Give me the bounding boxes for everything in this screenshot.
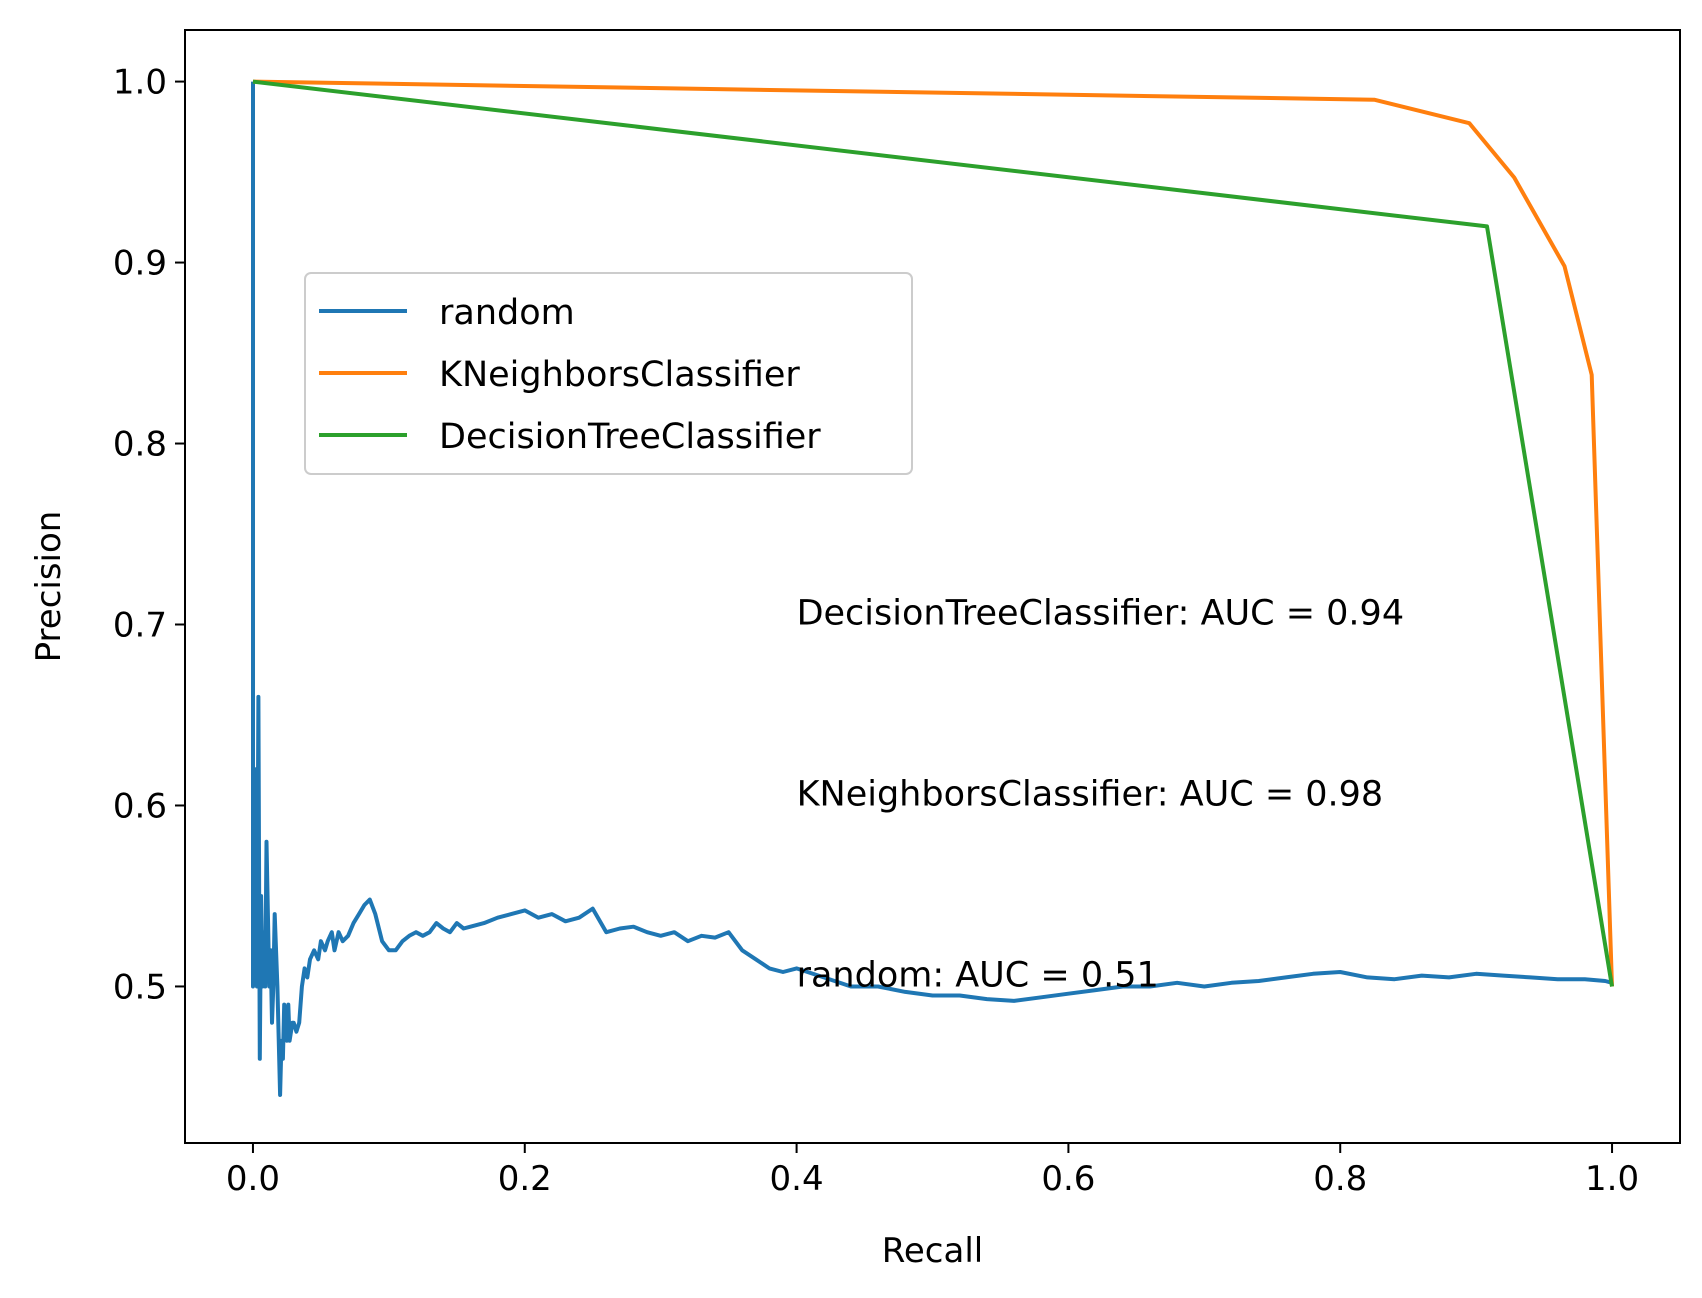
y-tick-label: 0.6 (113, 786, 167, 826)
x-axis: 0.0 0.2 0.4 0.6 0.8 1.0 (226, 1143, 1639, 1199)
x-tick-label: 0.0 (226, 1159, 280, 1199)
x-tick-label: 0.4 (770, 1159, 824, 1199)
y-tick-label: 0.9 (113, 244, 167, 284)
y-tick-label: 0.5 (113, 967, 167, 1007)
series-line-DecisionTreeClassifier (252, 79, 1614, 987)
x-axis-label: Recall (882, 1231, 983, 1271)
y-tick-label: 1.0 (113, 63, 167, 103)
x-tick-label: 0.2 (498, 1159, 552, 1199)
series-layer (251, 79, 1614, 1097)
y-tick-label: 0.7 (113, 606, 167, 646)
legend-label: DecisionTreeClassifier (439, 417, 821, 457)
y-axis-label: Precision (29, 511, 69, 663)
x-tick-label: 1.0 (1585, 1159, 1639, 1199)
y-tick-label: 0.8 (113, 425, 167, 465)
auc-annotation: random: AUC = 0.51 (797, 955, 1159, 995)
plot-frame (184, 29, 1681, 1144)
legend-label: random (439, 293, 575, 333)
legend-box (304, 272, 913, 475)
y-axis: 0.5 0.6 0.7 0.8 0.9 1.0 (113, 63, 185, 1007)
annotation-layer: DecisionTreeClassifier: AUC = 0.94 KNeigh… (797, 594, 1405, 996)
legend-label: KNeighborsClassifier (439, 355, 800, 395)
legend: random KNeighborsClassifier DecisionTreeCl… (304, 272, 913, 475)
x-tick-label: 0.6 (1041, 1159, 1095, 1199)
x-tick-label: 0.8 (1313, 1159, 1367, 1199)
auc-annotation: KNeighborsClassifier: AUC = 0.98 (797, 774, 1384, 814)
auc-annotation: DecisionTreeClassifier: AUC = 0.94 (797, 594, 1405, 634)
series-line-random (251, 81, 1613, 1097)
series-line-KNeighborsClassifier (252, 79, 1614, 987)
